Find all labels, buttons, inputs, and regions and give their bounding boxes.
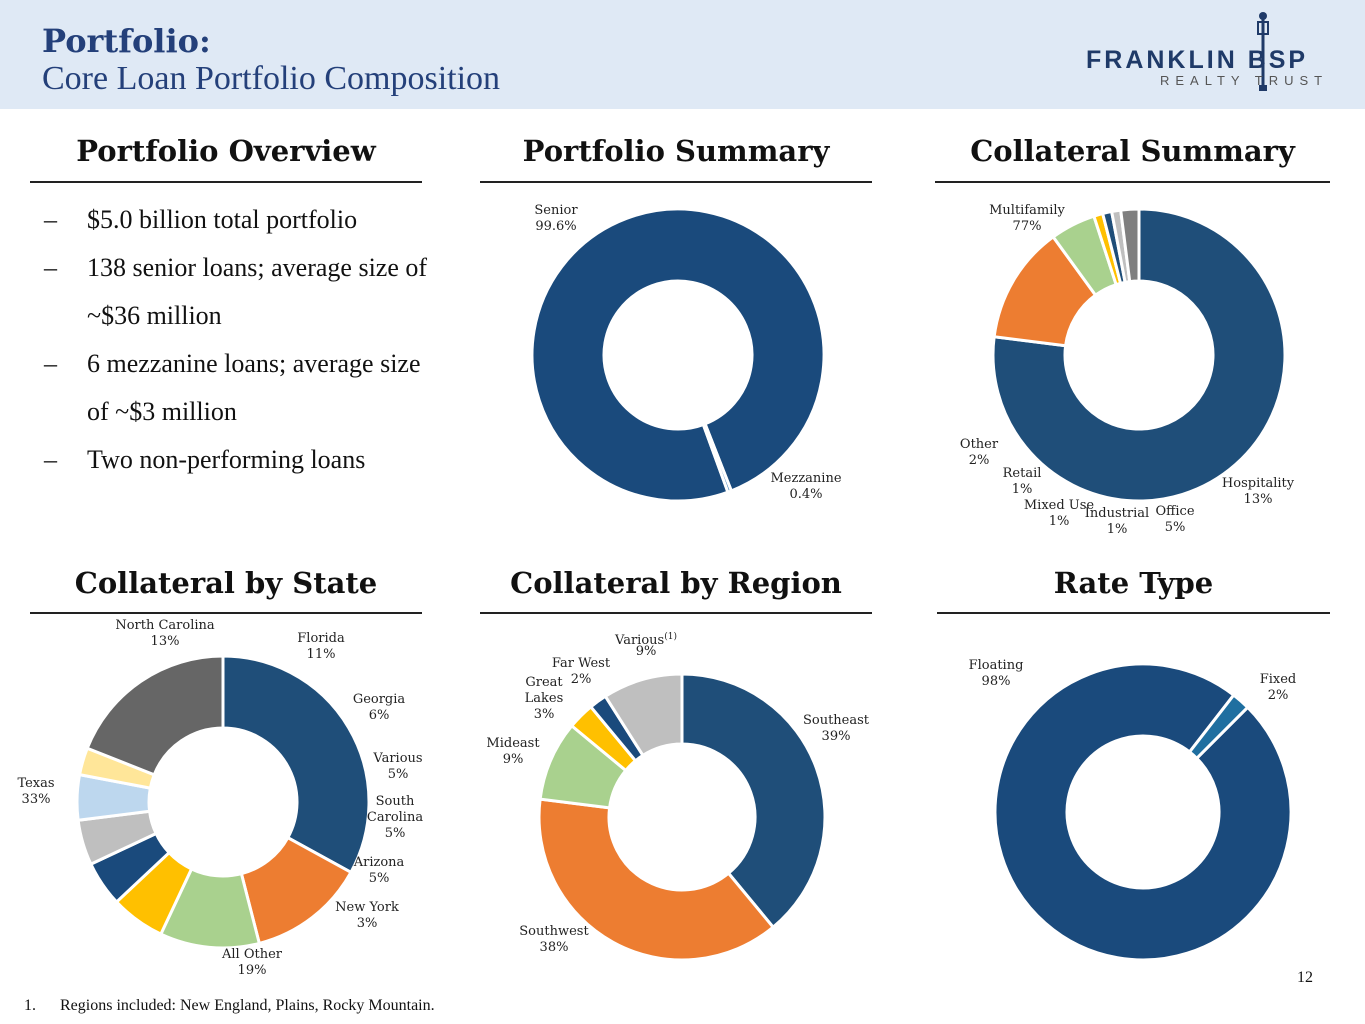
collateral-by-region-slice-southeast: [680, 672, 827, 930]
collateral-by-state-chart: Texas 33% North Carolina 13% Florida 11% Georg…: [17, 618, 423, 978]
lamppost-icon: [1257, 12, 1269, 91]
collateral-by-region-slice-southwest: [537, 797, 776, 962]
collateral-by-region-label-mideast: Mideast 9%: [486, 736, 540, 767]
section-title-rate: Rate Type: [1053, 566, 1214, 600]
collateral-summary-label-retail: Retail 1%: [1003, 466, 1042, 497]
collateral-by-state-label-arizona: Arizona 5%: [353, 855, 405, 886]
section-title-state: Collateral by State: [74, 566, 378, 600]
footnote: 1. Regions included: New England, Plains,…: [24, 997, 435, 1015]
collateral-by-state-label-various: Various 5%: [372, 751, 422, 782]
portfolio-summary-slice-senior: [530, 207, 826, 503]
collateral-summary-label-office: Office 5%: [1155, 504, 1194, 535]
collateral-summary-slice-multifamily: [991, 207, 1287, 503]
collateral-summary-chart: Multifamily 77% Hospitality 13% Office 5%Indu…: [960, 203, 1295, 537]
list-item: – 6 mezzanine loans; average size of ~$3 …: [44, 340, 444, 436]
section-title-overview: Portfolio Overview: [76, 134, 376, 168]
page-number: 12: [1297, 969, 1313, 986]
list-item: – Two non-performing loans: [44, 436, 444, 484]
collateral-by-state-slice-all-other: [85, 654, 225, 777]
collateral-by-state-label-texas: Texas 33%: [17, 776, 54, 807]
bullet-text: 138 senior loans; average size of ~$36 m…: [87, 253, 428, 330]
list-item: – 138 senior loans; average size of ~$36 …: [44, 244, 444, 340]
portfolio-summary-chart: Senior 99.6% Mezzanine 0.4%: [530, 203, 842, 503]
collateral-by-region-label-southwest: Southwest 38%: [519, 924, 589, 955]
rate-type-label-fixed: Fixed 2%: [1260, 672, 1297, 703]
collateral-by-state-label-florida: Florida 11%: [297, 631, 345, 662]
collateral-by-region-label-various-1: Various(1) 9%: [614, 631, 677, 659]
collateral-by-region-chart: Southeast 39% Southwest 38% Mideast 9% Great La…: [486, 631, 870, 962]
page-title: Portfolio:: [42, 22, 211, 60]
collateral-by-state-label-georgia: Georgia 6%: [353, 692, 406, 723]
collateral-summary-label-hospitality: Hospitality 13%: [1222, 476, 1295, 507]
section-title-summary: Portfolio Summary: [522, 134, 830, 168]
collateral-by-state-label-new-york: New York 3%: [335, 900, 399, 931]
section-rule: [937, 612, 1330, 614]
collateral-by-region-label-far-west: Far West 2%: [552, 656, 611, 687]
footnote-number: 1.: [24, 997, 36, 1014]
header-band: Portfolio: Core Loan Portfolio Compositi…: [0, 0, 1365, 109]
collateral-by-state-label-north-carolina: North Carolina 13%: [115, 618, 215, 649]
section-rule: [480, 181, 872, 183]
section-rule: [935, 181, 1330, 183]
collateral-by-region-slice-various-1: [603, 672, 684, 758]
bullet-text: Two non-performing loans: [87, 445, 366, 474]
company-logo: FRANKLIN BSP REALTY TRUST: [1080, 10, 1350, 95]
overview-list: – $5.0 billion total portfolio – 138 senio…: [44, 196, 444, 484]
rate-type-slice-floating: [993, 662, 1293, 962]
section-rule: [30, 181, 422, 183]
bullet-text: 6 mezzanine loans; average size of ~$3 m…: [87, 349, 421, 426]
collateral-by-region-label-southeast: Southeast 39%: [803, 713, 870, 744]
collateral-by-state-label-south-carolina: South Carolina 5%: [367, 794, 423, 841]
collateral-summary-label-other: Other 2%: [960, 437, 999, 468]
logo-sub-text: REALTY TRUST: [1160, 73, 1329, 88]
portfolio-summary-slice-mezzanine: [701, 421, 734, 495]
collateral-by-region-label-great-lakes: Great Lakes 3%: [525, 675, 564, 722]
bullet-dash: –: [44, 253, 57, 282]
page-subtitle: Core Loan Portfolio Composition: [42, 60, 501, 97]
rate-type-chart: Floating 98% Fixed 2%: [969, 658, 1297, 962]
section-title-collateral: Collateral Summary: [970, 134, 1295, 168]
section-rule: [30, 612, 422, 614]
bullet-text: $5.0 billion total portfolio: [87, 205, 358, 234]
bullet-dash: –: [44, 205, 57, 234]
section-title-region: Collateral by Region: [510, 566, 842, 600]
bullet-dash: –: [44, 349, 57, 378]
rate-type-label-floating: Floating 98%: [969, 658, 1024, 689]
section-rule: [480, 612, 872, 614]
portfolio-summary-label-senior: Senior 99.6%: [534, 203, 578, 234]
bullet-dash: –: [44, 445, 57, 474]
collateral-summary-label-multifamily: Multifamily 77%: [989, 203, 1065, 234]
footnote-text: Regions included: New England, Plains, R…: [60, 997, 435, 1014]
collateral-summary-slice-other: [1119, 207, 1141, 284]
list-item: – $5.0 billion total portfolio: [44, 196, 444, 244]
collateral-summary-label-mixed-use: Mixed Use 1%: [1024, 498, 1095, 529]
portfolio-summary-label-mezzanine: Mezzanine 0.4%: [770, 471, 841, 502]
collateral-by-state-label-all-other: All Other 19%: [221, 947, 283, 978]
collateral-by-state-slice-texas: [221, 654, 371, 875]
collateral-summary-label-industrial: Industrial 1%: [1085, 506, 1149, 537]
rate-type-slice-fixed: [1187, 692, 1250, 761]
logo-main-text: FRANKLIN BSP: [1086, 46, 1309, 74]
